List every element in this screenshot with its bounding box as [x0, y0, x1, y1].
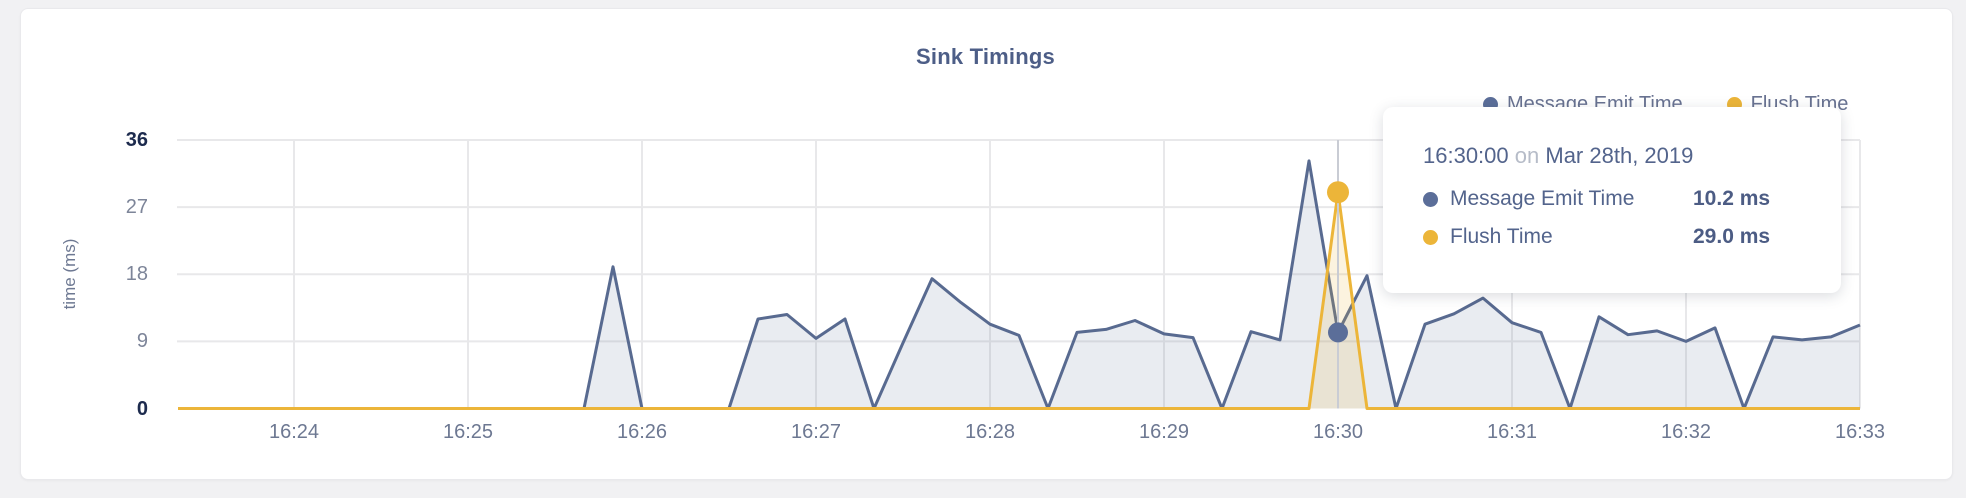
y-tick-label: 27	[125, 196, 148, 219]
tooltip-series-value: 29.0 ms	[1693, 225, 1771, 248]
x-tick-label: 16:25	[442, 421, 494, 443]
y-tick-label: 0	[136, 397, 148, 420]
y-tick-label: 36	[125, 129, 148, 151]
series-layer	[178, 159, 1861, 410]
x-tick-label: 16:29	[1138, 421, 1190, 443]
hover-layer	[1327, 140, 1349, 409]
tooltip-series-label: Message Emit Time	[1450, 187, 1635, 210]
tooltip-series-dot-icon	[1423, 191, 1438, 207]
chart-title: Sink Timings	[916, 44, 1055, 69]
tooltip-date: Mar 28th, 2019	[1545, 143, 1694, 168]
tooltip-time: 16:30:00	[1423, 143, 1509, 168]
x-tick-label: 16:28	[964, 421, 1016, 443]
tooltip-series-value: 10.2 ms	[1693, 187, 1771, 210]
series-line-flush-time	[178, 190, 1860, 410]
tooltip-rows: Message Emit Time 10.2 ms Flush Time 29.0 m…	[1423, 187, 1801, 249]
x-tick-label: 16:32	[1660, 421, 1712, 443]
hover-dot-message-emit-time[interactable]	[1328, 322, 1348, 343]
y-tick-label: 9	[136, 330, 148, 353]
y-tick-label: 18	[125, 263, 148, 286]
tooltip-series-dot-icon	[1423, 229, 1438, 245]
tooltip-joiner: on	[1514, 143, 1540, 168]
tooltip-header: 16:30:00 on Mar 28th, 2019	[1423, 143, 1801, 169]
tooltip: 16:30:00 on Mar 28th, 2019 Message Emit …	[1383, 107, 1841, 293]
x-tick-label: 16:33	[1834, 421, 1886, 443]
tooltip-row: Message Emit Time 10.2 ms	[1423, 187, 1801, 211]
x-tick-label: 16:24	[268, 421, 320, 443]
tooltip-series-label: Flush Time	[1450, 225, 1553, 248]
hover-dot-flush-time[interactable]	[1327, 181, 1349, 204]
x-tick-label: 16:27	[790, 421, 842, 443]
series-area-message-emit-time	[178, 160, 1860, 409]
tooltip-row: Flush Time 29.0 ms	[1423, 225, 1801, 249]
x-tick-label: 16:26	[616, 421, 668, 443]
x-tick-label: 16:31	[1486, 421, 1538, 443]
x-tick-label: 16:30	[1312, 421, 1364, 443]
